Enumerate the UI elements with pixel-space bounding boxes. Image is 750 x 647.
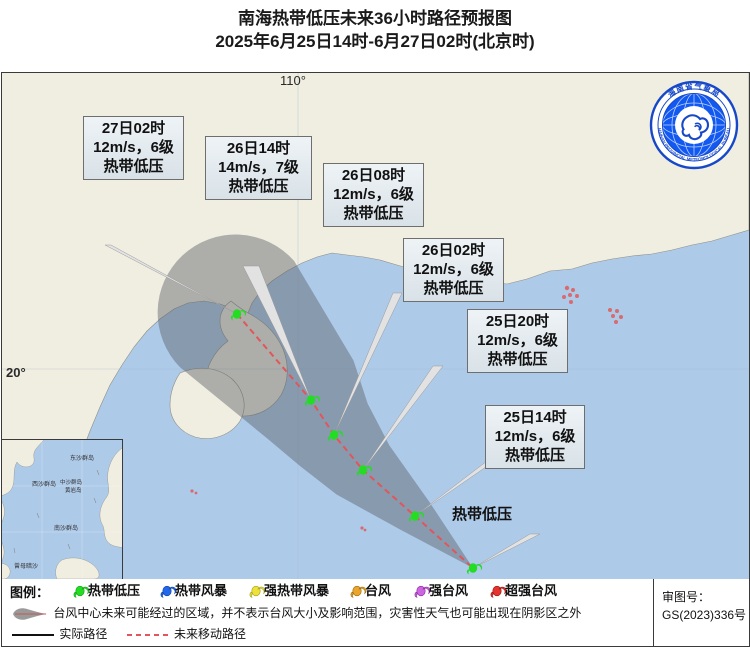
svg-text:西沙群岛: 西沙群岛 bbox=[32, 480, 56, 488]
svg-text:南沙群岛: 南沙群岛 bbox=[54, 524, 78, 532]
svg-text:东沙群岛: 东沙群岛 bbox=[70, 454, 94, 462]
svg-text:黄岩岛: 黄岩岛 bbox=[65, 486, 82, 494]
svg-text:曾母暗沙: 曾母暗沙 bbox=[14, 562, 38, 570]
svg-text:中沙群岛: 中沙群岛 bbox=[60, 478, 83, 486]
